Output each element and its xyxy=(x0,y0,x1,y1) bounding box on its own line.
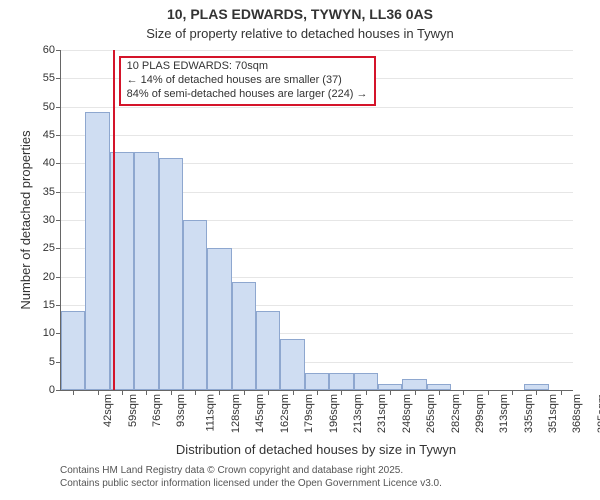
x-tick xyxy=(512,390,513,395)
x-tick xyxy=(219,390,220,395)
y-tick-label: 15 xyxy=(43,299,61,311)
x-tick-label: 231sqm xyxy=(377,394,389,433)
histogram-bar xyxy=(256,311,280,390)
histogram-bar xyxy=(354,373,378,390)
y-tick-label: 35 xyxy=(43,186,61,198)
gridline xyxy=(61,50,573,51)
x-tick-label: 213sqm xyxy=(352,394,364,433)
y-tick-label: 25 xyxy=(43,242,61,254)
chart-title: 10, PLAS EDWARDS, TYWYN, LL36 0AS xyxy=(0,6,600,22)
gridline xyxy=(61,107,573,108)
x-tick xyxy=(317,390,318,395)
histogram-bar xyxy=(85,112,109,390)
footnote-line-1: Contains HM Land Registry data © Crown c… xyxy=(60,464,442,477)
x-tick-label: 196sqm xyxy=(328,394,340,433)
x-tick-label: 368sqm xyxy=(572,394,584,433)
property-callout: 10 PLAS EDWARDS: 70sqm← 14% of detached … xyxy=(119,56,376,106)
x-tick-label: 385sqm xyxy=(596,394,600,433)
x-tick xyxy=(341,390,342,395)
x-tick xyxy=(561,390,562,395)
y-tick-label: 40 xyxy=(43,157,61,169)
histogram-bar xyxy=(207,248,231,390)
x-tick xyxy=(536,390,537,395)
y-tick-label: 55 xyxy=(43,72,61,84)
x-tick xyxy=(366,390,367,395)
x-tick xyxy=(293,390,294,395)
histogram-bar xyxy=(183,220,207,390)
histogram-bar xyxy=(402,379,426,390)
x-tick xyxy=(171,390,172,395)
x-tick xyxy=(146,390,147,395)
y-tick-label: 0 xyxy=(49,384,61,396)
y-tick-label: 60 xyxy=(43,44,61,56)
x-tick xyxy=(488,390,489,395)
chart-subtitle: Size of property relative to detached ho… xyxy=(0,26,600,41)
callout-line: 84% of semi-detached houses are larger (… xyxy=(127,88,368,102)
x-tick-label: 145sqm xyxy=(255,394,267,433)
property-marker-line xyxy=(113,50,115,390)
x-tick-label: 59sqm xyxy=(127,394,139,427)
x-tick-label: 248sqm xyxy=(401,394,413,433)
histogram-bar xyxy=(134,152,158,390)
y-tick-label: 5 xyxy=(49,356,61,368)
plot-area: 05101520253035404550556042sqm59sqm76sqm9… xyxy=(60,50,573,391)
histogram-bar xyxy=(280,339,304,390)
x-tick-label: 42sqm xyxy=(102,394,114,427)
histogram-bar xyxy=(305,373,329,390)
y-tick-label: 10 xyxy=(43,327,61,339)
x-tick-label: 179sqm xyxy=(303,394,315,433)
y-tick-label: 30 xyxy=(43,214,61,226)
x-tick-label: 76sqm xyxy=(151,394,163,427)
gridline xyxy=(61,135,573,136)
x-tick xyxy=(122,390,123,395)
footnote-line-2: Contains public sector information licen… xyxy=(60,477,442,490)
x-tick xyxy=(268,390,269,395)
histogram-bar xyxy=(61,311,85,390)
callout-line: ← 14% of detached houses are smaller (37… xyxy=(127,74,368,88)
callout-line: 10 PLAS EDWARDS: 70sqm xyxy=(127,60,368,74)
histogram-bar xyxy=(232,282,256,390)
x-tick-label: 162sqm xyxy=(279,394,291,433)
x-tick-label: 351sqm xyxy=(547,394,559,433)
x-tick xyxy=(73,390,74,395)
x-tick-label: 128sqm xyxy=(230,394,242,433)
x-tick xyxy=(244,390,245,395)
x-tick xyxy=(98,390,99,395)
x-tick xyxy=(439,390,440,395)
x-tick-label: 265sqm xyxy=(425,394,437,433)
x-tick xyxy=(195,390,196,395)
x-tick xyxy=(463,390,464,395)
x-tick-label: 282sqm xyxy=(450,394,462,433)
histogram-bar xyxy=(159,158,183,390)
y-tick-label: 45 xyxy=(43,129,61,141)
x-tick-label: 313sqm xyxy=(498,394,510,433)
y-tick-label: 50 xyxy=(43,101,61,113)
x-tick-label: 111sqm xyxy=(204,394,216,432)
chart-footnote: Contains HM Land Registry data © Crown c… xyxy=(60,464,442,490)
y-tick-label: 20 xyxy=(43,271,61,283)
y-axis-label: Number of detached properties xyxy=(18,130,33,309)
property-size-chart: 10, PLAS EDWARDS, TYWYN, LL36 0AS Size o… xyxy=(0,0,600,500)
x-tick-label: 93sqm xyxy=(175,394,187,427)
x-axis-label: Distribution of detached houses by size … xyxy=(60,442,572,457)
x-tick xyxy=(390,390,391,395)
x-tick-label: 335sqm xyxy=(523,394,535,433)
histogram-bar xyxy=(329,373,353,390)
x-tick xyxy=(415,390,416,395)
x-tick-label: 299sqm xyxy=(474,394,486,433)
